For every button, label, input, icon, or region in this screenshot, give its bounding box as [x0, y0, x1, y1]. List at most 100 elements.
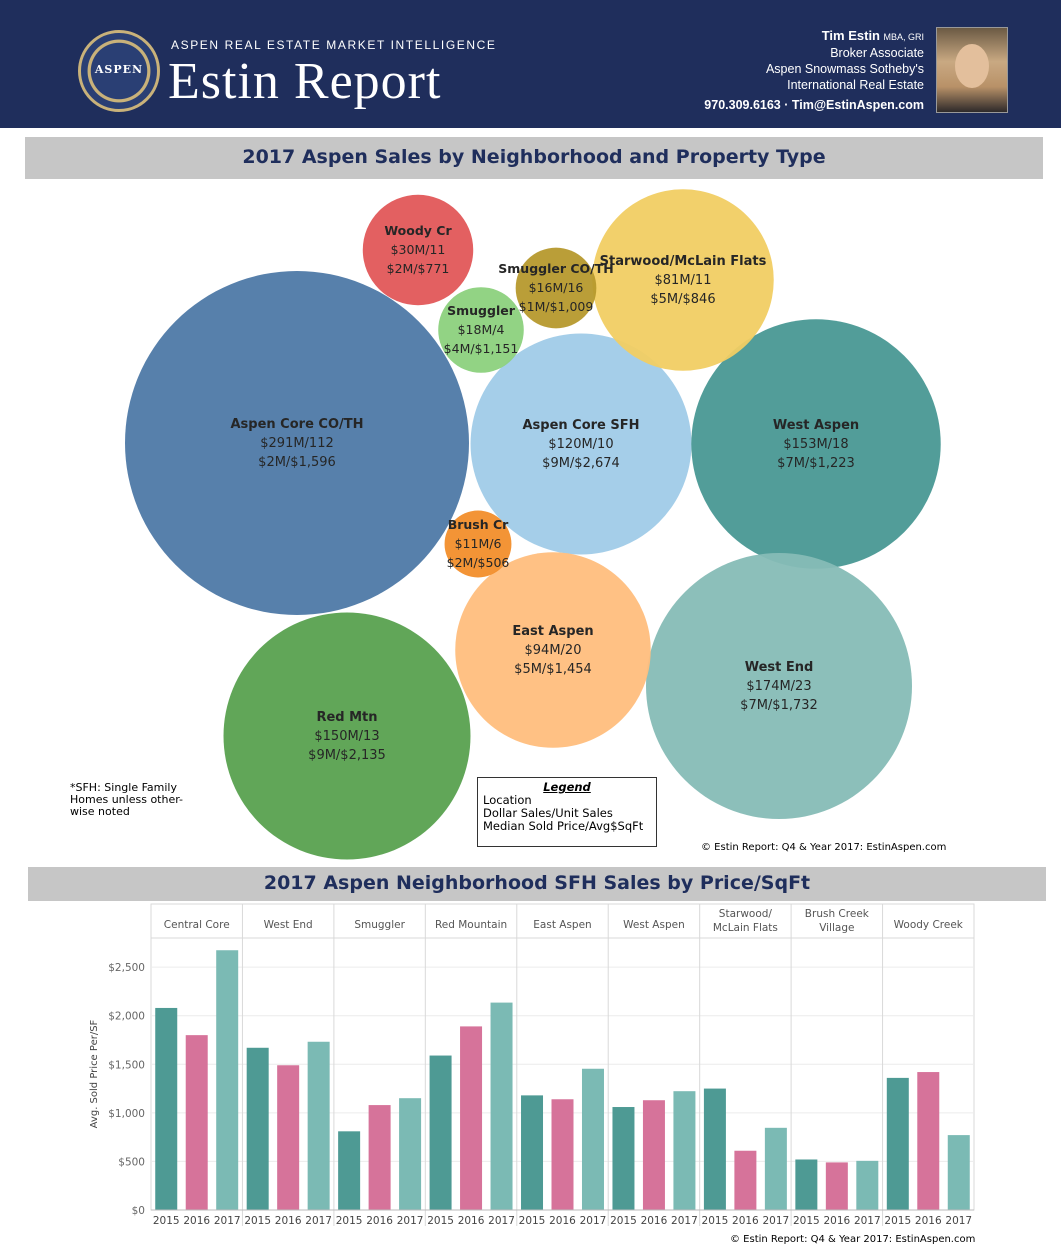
x-tick-label: 2016	[458, 1215, 485, 1227]
legend-line-location: Location	[483, 793, 532, 807]
bubble-chart-title: 2017 Aspen Sales by Neighborhood and Pro…	[25, 137, 1043, 179]
bubble-location-label: Smuggler CO/TH	[498, 261, 613, 276]
x-tick-label: 2016	[183, 1215, 210, 1227]
bar	[825, 1162, 848, 1210]
x-tick-label: 2015	[793, 1215, 820, 1227]
bar-copyright: © Estin Report: Q4 & Year 2017: EstinAsp…	[730, 1234, 976, 1245]
bubble-location-label: Aspen Core SFH	[522, 418, 639, 433]
bar	[551, 1099, 574, 1210]
bubble-circle	[362, 194, 474, 306]
group-label: Red Mountain	[435, 919, 507, 931]
x-tick-label: 2017	[305, 1215, 332, 1227]
bubble: Smuggler CO/TH $16M/16 $1M/$1,009	[498, 247, 614, 329]
contact-phone-email: 970.309.6163 · Tim@EstinAspen.com	[704, 98, 924, 112]
bubble-location-label: West End	[745, 660, 814, 675]
x-tick-label: 2015	[427, 1215, 454, 1227]
x-tick-label: 2016	[549, 1215, 576, 1227]
y-tick-label: $2,500	[108, 962, 145, 974]
bar	[856, 1160, 879, 1210]
bubble: Aspen Core CO/TH $291M/112 $2M/$1,596	[125, 271, 469, 615]
x-tick-label: 2015	[153, 1215, 180, 1227]
group-label: Woody Creek	[894, 919, 964, 931]
x-tick-label: 2017	[763, 1215, 790, 1227]
bar	[581, 1068, 604, 1210]
bubble-sales-label: $81M/11	[655, 273, 712, 288]
bubble: West End $174M/23 $7M/$1,732	[645, 552, 913, 820]
bar	[947, 1135, 970, 1210]
bubble-sales-label: $153M/18	[783, 437, 848, 452]
x-tick-label: 2015	[336, 1215, 363, 1227]
x-tick-label: 2015	[702, 1215, 729, 1227]
bar	[521, 1095, 544, 1210]
bubble-sales-label: $16M/16	[529, 280, 584, 295]
bubble-sales-label: $30M/11	[391, 242, 446, 257]
bubble-price-label: $1M/$1,009	[519, 299, 594, 314]
bar	[368, 1105, 391, 1210]
bubble-circle	[125, 271, 469, 615]
x-tick-label: 2015	[244, 1215, 271, 1227]
y-axis-label: Avg. Sold Price Per/SF	[89, 1019, 100, 1128]
bar	[703, 1088, 726, 1210]
group-label: West Aspen	[623, 919, 685, 931]
x-tick-label: 2017	[854, 1215, 881, 1227]
contact-name: Tim Estin	[821, 28, 880, 43]
contact-line: Broker Associate	[830, 46, 924, 60]
y-tick-label: $500	[118, 1156, 145, 1168]
bubble: Brush Cr $11M/6 $2M/$506	[444, 510, 512, 578]
bar-chart: $0 $500 $1,000 $1,500 $2,000 $2,500 Avg. Sold …	[89, 903, 975, 1227]
y-tick-label: $2,000	[108, 1011, 145, 1023]
bubble-price-label: $9M/$2,135	[308, 748, 386, 763]
bar	[429, 1055, 452, 1210]
bar	[612, 1107, 635, 1210]
bubble-circle	[515, 247, 597, 329]
bubble-price-label: $5M/$1,454	[514, 662, 592, 677]
bubble: Aspen Core SFH $120M/10 $9M/$2,674	[470, 333, 692, 555]
bubble-price-label: $9M/$2,674	[542, 456, 620, 471]
bubble-price-label: $2M/$506	[447, 555, 510, 570]
x-tick-label: 2015	[519, 1215, 546, 1227]
y-tick-label: $1,000	[108, 1108, 145, 1120]
x-tick-label: 2016	[915, 1215, 942, 1227]
y-tick-label: $0	[132, 1205, 145, 1217]
legend-line-price: Median Sold Price/Avg$SqFt	[483, 819, 644, 833]
bubble: East Aspen $94M/20 $5M/$1,454	[455, 552, 651, 748]
sfh-footnote: *SFH: Single Family Homes unless other- …	[70, 781, 184, 818]
x-tick-label: 2015	[884, 1215, 911, 1227]
bubble-circle	[438, 287, 524, 373]
group-label: Central Core	[164, 919, 230, 931]
bar	[155, 1007, 178, 1210]
bar	[460, 1026, 483, 1210]
bar	[734, 1150, 757, 1210]
bar	[399, 1098, 422, 1210]
bubble-location-label: East Aspen	[512, 624, 593, 639]
bubble-location-label: Brush Cr	[448, 517, 509, 532]
bubble-circle	[645, 552, 913, 820]
bubble-circle	[223, 612, 471, 860]
bubble: Starwood/McLain Flats $81M/11 $5M/$846	[592, 189, 774, 371]
bubble-location-label: Smuggler	[447, 303, 516, 318]
bubble-copyright: © Estin Report: Q4 & Year 2017: EstinAsp…	[701, 842, 947, 853]
x-tick-label: 2017	[214, 1215, 241, 1227]
bubble-price-label: $7M/$1,223	[777, 456, 855, 471]
bubble-price-label: $5M/$846	[650, 292, 715, 307]
x-tick-label: 2017	[488, 1215, 515, 1227]
bar	[246, 1047, 269, 1210]
brand-name: Estin Report	[168, 53, 442, 110]
seal-text: ASPEN	[94, 63, 144, 76]
bubble-sales-label: $18M/4	[458, 322, 505, 337]
bar	[764, 1127, 787, 1210]
bar	[490, 1002, 513, 1210]
contact-block: Tim Estin MBA, GRI Broker Associate Aspe…	[704, 28, 924, 113]
x-tick-label: 2017	[580, 1215, 607, 1227]
bubble-price-label: $4M/$1,151	[444, 341, 519, 356]
bubble: Smuggler $18M/4 $4M/$1,151	[438, 287, 524, 373]
estin-report-seal-logo: ASPEN	[78, 30, 160, 112]
bubble-sales-label: $11M/6	[455, 536, 502, 551]
contact-line: Aspen Snowmass Sotheby's	[765, 62, 924, 76]
bubble-circle	[455, 552, 651, 748]
bubble-circle	[691, 319, 941, 569]
bar	[216, 950, 239, 1210]
bubble-sales-label: $94M/20	[525, 643, 582, 658]
bubble-location-label: Red Mtn	[316, 710, 377, 725]
bubble-circle	[592, 189, 774, 371]
